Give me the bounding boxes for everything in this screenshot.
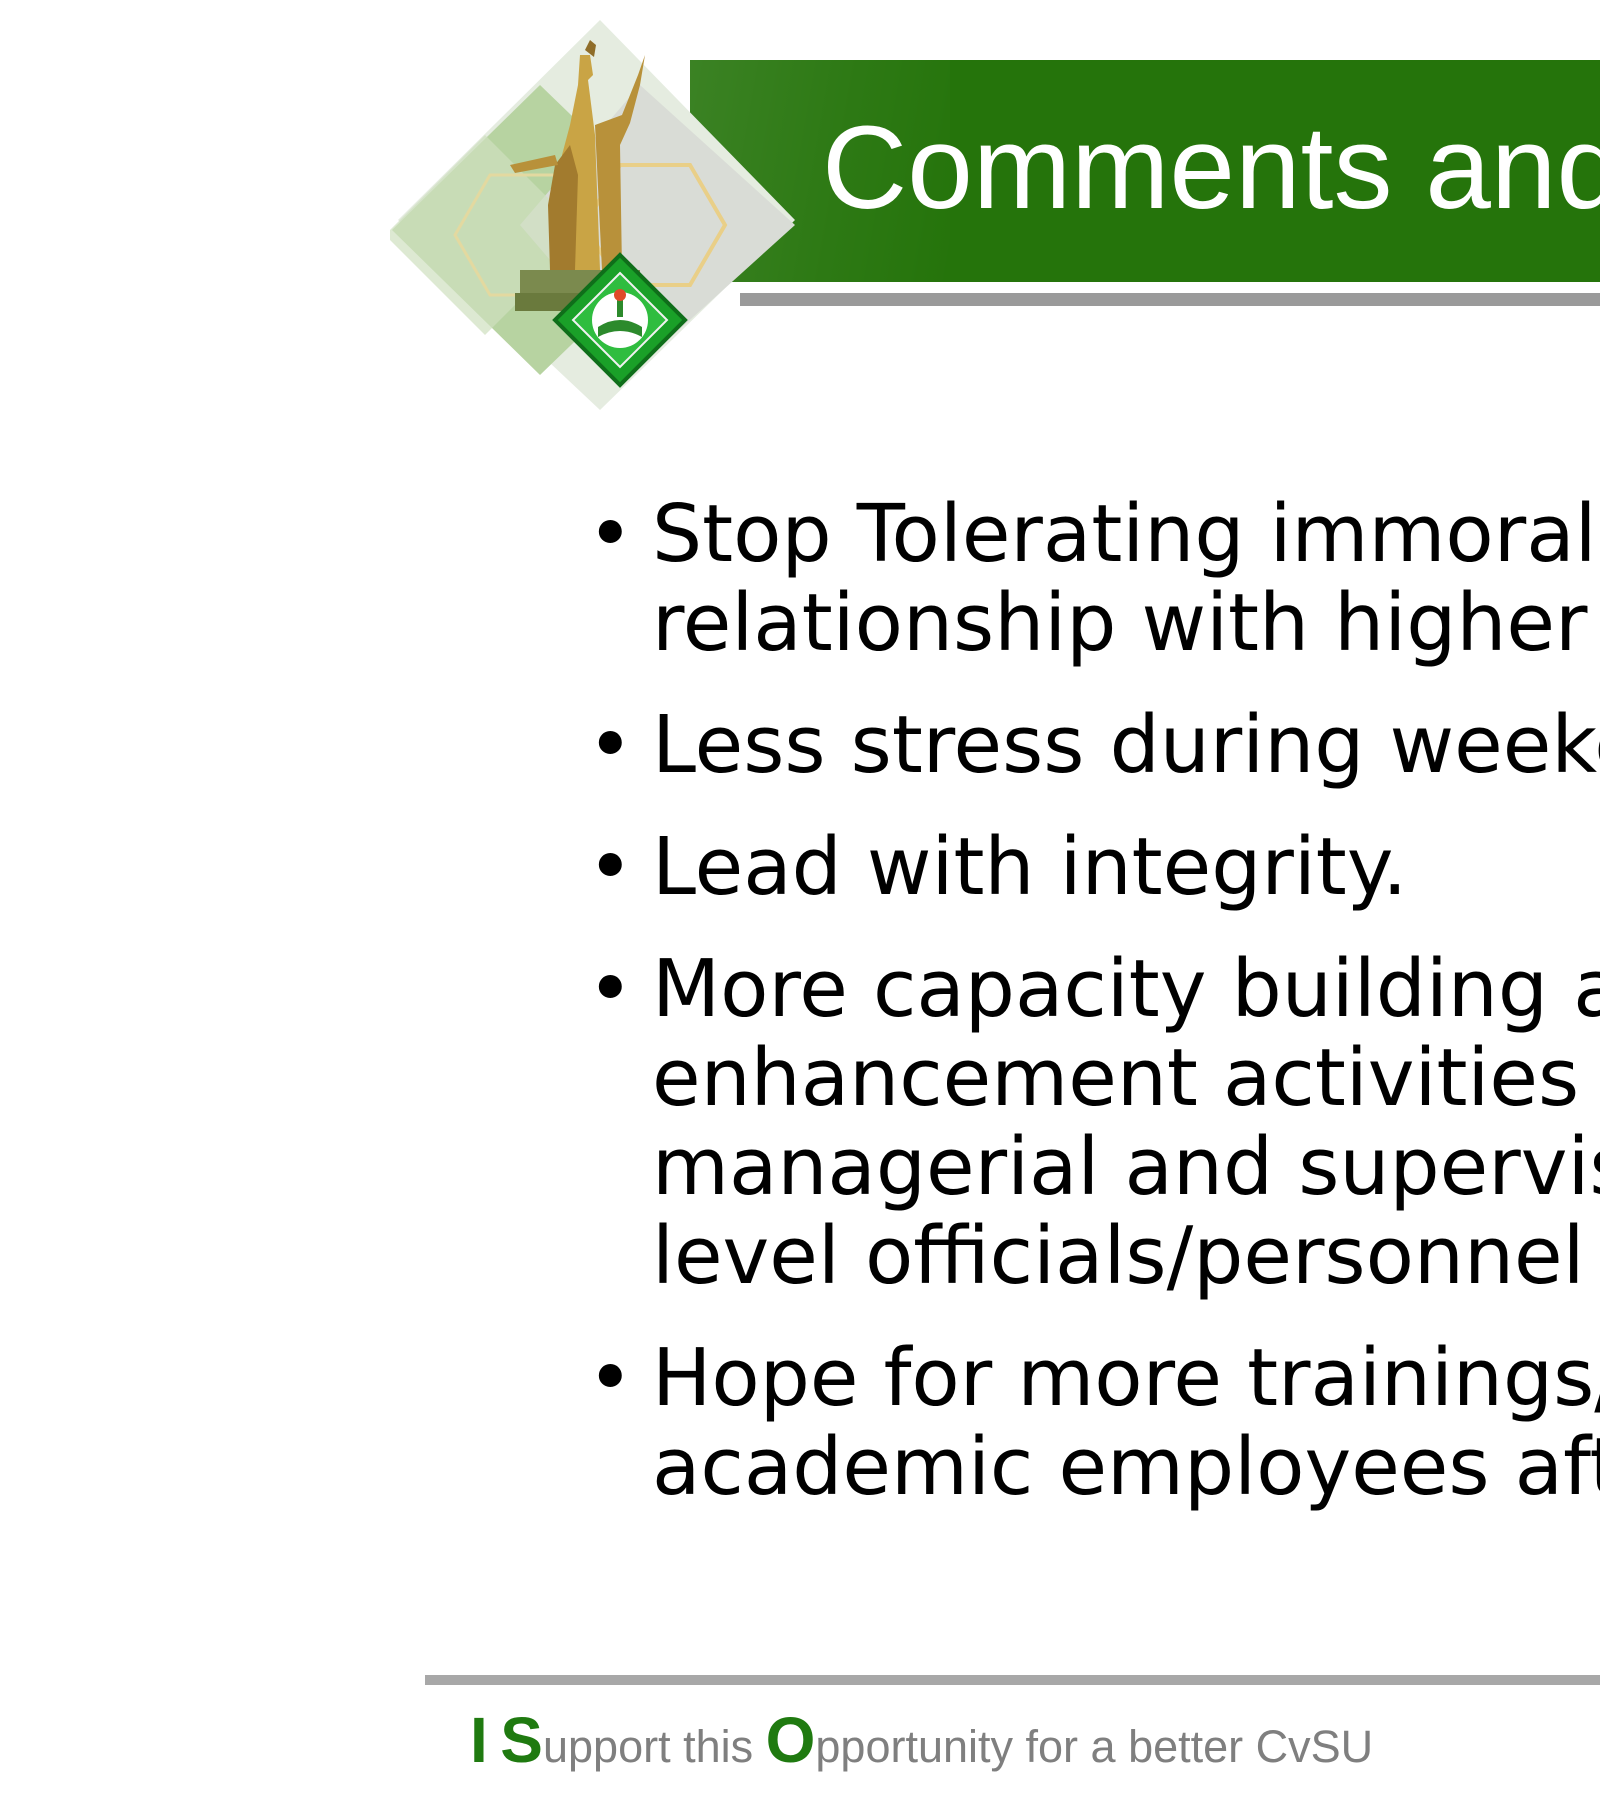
bullet-dot: • xyxy=(587,699,634,791)
title-bar xyxy=(690,60,1600,282)
bullet-line: relationship with higher c xyxy=(652,577,1600,669)
bullet-line: level officials/personnel xyxy=(652,1210,1585,1302)
footer-text-support: upport this xyxy=(542,1721,754,1772)
footer-cap-i: I xyxy=(470,1704,488,1776)
slide-title: Comments and xyxy=(822,102,1600,234)
bullet-list: • Stop Tolerating immoralit relationship… xyxy=(587,490,1600,1545)
footer-cap-s: S xyxy=(500,1704,543,1776)
university-seal-with-statue-icon xyxy=(385,20,795,410)
bullet-line: More capacity building ar xyxy=(652,943,1600,1035)
bullet-line: Stop Tolerating immoralit xyxy=(652,488,1600,580)
footer-text-opportunity: pportunity for a better CvSU xyxy=(815,1721,1374,1772)
bullet-dot: • xyxy=(587,1332,634,1424)
bullet-line: managerial and superviso xyxy=(652,1121,1600,1213)
bullet-line: academic employees afte xyxy=(652,1421,1600,1513)
footer-cap-o: O xyxy=(765,1704,816,1776)
bullet-item: • Stop Tolerating immoralit relationship… xyxy=(587,490,1600,668)
bullet-item: • More capacity building ar enhancement … xyxy=(587,945,1600,1301)
bullet-dot: • xyxy=(587,943,634,1035)
university-logo-cluster xyxy=(385,15,810,415)
title-underline xyxy=(740,293,1600,306)
footer-tagline: I Support this Opportunity for a better … xyxy=(470,1705,1373,1782)
bullet-item: • Lead with integrity. xyxy=(587,823,1600,912)
bullet-line: Lead with integrity. xyxy=(652,821,1408,913)
bullet-item: • Less stress during weeker xyxy=(587,701,1600,790)
bullet-dot: • xyxy=(587,488,634,580)
bullet-dot: • xyxy=(587,821,634,913)
footer-rule xyxy=(425,1675,1600,1685)
bullet-line: enhancement activities fo xyxy=(652,1032,1600,1124)
bullet-line: Less stress during weeker xyxy=(652,699,1600,791)
bullet-line: Hope for more trainings/s xyxy=(652,1332,1600,1424)
bullet-item: • Hope for more trainings/s academic emp… xyxy=(587,1334,1600,1512)
